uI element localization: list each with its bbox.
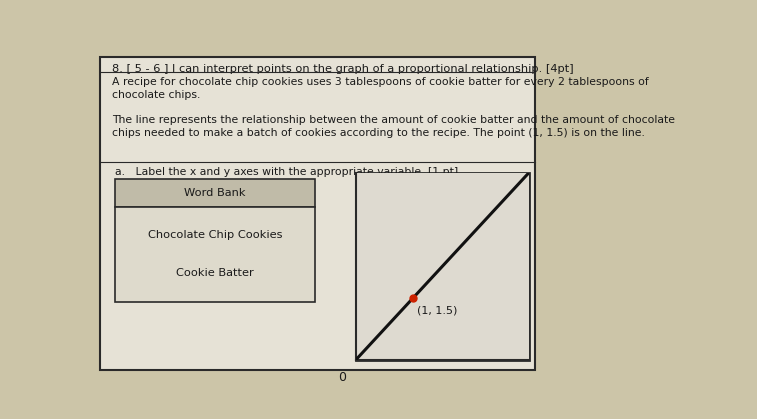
Text: 0: 0 (338, 371, 347, 384)
Text: The line represents the relationship between the amount of cookie batter and the: The line represents the relationship bet… (112, 115, 675, 138)
FancyBboxPatch shape (115, 207, 315, 302)
Text: A recipe for chocolate chip cookies uses 3 tablespoons of cookie batter for ever: A recipe for chocolate chip cookies uses… (112, 77, 649, 100)
Text: Cookie Batter: Cookie Batter (176, 269, 254, 278)
Text: (1, 1.5): (1, 1.5) (417, 305, 457, 315)
Text: Chocolate Chip Cookies: Chocolate Chip Cookies (148, 230, 282, 241)
Text: a.   Label the x and y axes with the appropriate variable. [1 pt]: a. Label the x and y axes with the appro… (115, 167, 459, 177)
FancyBboxPatch shape (101, 57, 534, 370)
FancyBboxPatch shape (115, 179, 315, 207)
Text: Word Bank: Word Bank (184, 188, 245, 198)
Text: 8. [ 5 - 6 ] I can interpret points on the graph of a proportional relationship.: 8. [ 5 - 6 ] I can interpret points on t… (112, 64, 574, 74)
FancyBboxPatch shape (356, 173, 528, 360)
